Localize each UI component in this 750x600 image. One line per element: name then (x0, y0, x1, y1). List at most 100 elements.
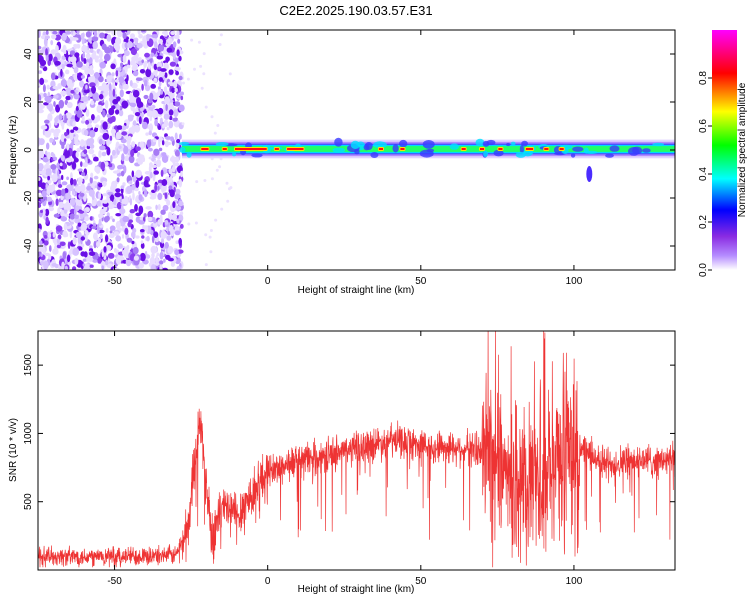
noise-speckle (98, 229, 105, 234)
noise-speckle (220, 207, 224, 211)
noise-speckle (105, 30, 112, 33)
noise-speckle (146, 33, 150, 42)
noise-speckle (91, 202, 97, 207)
noise-speckle (98, 218, 102, 226)
noise-speckle (154, 70, 158, 78)
noise-speckle (38, 94, 42, 102)
noise-speckle (179, 223, 184, 229)
noise-speckle (215, 168, 219, 172)
noise-speckle (153, 63, 158, 71)
noise-speckle (121, 131, 128, 136)
noise-speckle (115, 131, 122, 140)
noise-speckle (135, 179, 140, 188)
noise-speckle (38, 30, 41, 38)
noise-speckle (48, 103, 53, 112)
noise-speckle (140, 107, 144, 112)
noise-speckle (38, 182, 45, 188)
noise-speckle (71, 37, 79, 41)
noise-speckle (108, 233, 115, 239)
noise-speckle (181, 122, 185, 126)
noise-speckle (64, 114, 67, 123)
noise-speckle (151, 109, 159, 119)
noise-speckle (160, 68, 167, 72)
noise-speckle (75, 34, 82, 43)
noise-speckle (96, 104, 103, 114)
noise-speckle (91, 75, 96, 84)
noise-speckle (73, 94, 80, 100)
noise-speckle (102, 121, 108, 130)
colorbar: 0.0 0.2 0.4 0.6 0.8 Normalized spectral ampl… (698, 30, 748, 277)
snr-ylabel: SNR (10 * v/v) (8, 418, 19, 482)
noise-speckle (209, 229, 213, 232)
noise-speckle (147, 61, 151, 70)
noise-speckle (72, 266, 77, 270)
noise-speckle (91, 36, 99, 42)
noise-speckle (60, 79, 67, 87)
noise-speckle (160, 90, 163, 95)
noise-speckle (66, 184, 74, 190)
noise-speckle (166, 231, 171, 235)
noise-speckle (135, 235, 140, 239)
noise-speckle (77, 168, 83, 172)
noise-speckle (156, 55, 164, 60)
noise-speckle (161, 140, 165, 146)
noise-speckle (174, 149, 180, 157)
noise-speckle (148, 130, 152, 136)
noise-speckle (167, 246, 174, 254)
colorbar-tick-label: 0.8 (698, 71, 709, 85)
noise-speckle (45, 30, 49, 35)
noise-speckle (140, 242, 145, 249)
noise-speckle (57, 234, 62, 240)
noise-speckle (43, 247, 46, 256)
noise-speckle (169, 212, 173, 221)
noise-speckle (72, 237, 77, 245)
noise-speckle (146, 139, 152, 148)
band-blob (334, 137, 343, 147)
noise-speckle (48, 200, 53, 206)
noise-speckle (49, 137, 54, 143)
noise-speckle (110, 128, 116, 135)
noise-speckle (47, 175, 50, 181)
noise-speckle (99, 61, 106, 69)
band-blob (515, 151, 526, 158)
noise-speckle (226, 199, 230, 203)
noise-speckle (168, 168, 173, 175)
noise-speckle (113, 198, 117, 206)
noise-speckle (164, 62, 169, 70)
noise-speckle (130, 48, 137, 56)
noise-speckle (80, 236, 86, 241)
noise-speckle (120, 56, 124, 62)
noise-speckle (106, 138, 110, 147)
noise-speckle (166, 37, 173, 45)
band-blob (363, 144, 370, 151)
noise-speckle (74, 214, 79, 220)
noise-speckle (88, 189, 95, 197)
noise-speckle (132, 192, 135, 201)
noise-speckle (127, 114, 135, 119)
noise-speckle (59, 241, 66, 247)
noise-speckle (53, 156, 58, 161)
noise-speckle (89, 245, 93, 249)
noise-speckle (122, 198, 129, 205)
noise-speckle (107, 191, 114, 196)
noise-speckle (73, 44, 78, 48)
band-core-peak (461, 148, 466, 150)
band-core-peak (544, 148, 549, 150)
noise-speckle (193, 67, 196, 71)
noise-speckle (228, 72, 232, 76)
noise-speckle (166, 127, 170, 131)
noise-speckle (172, 51, 176, 60)
noise-speckle (80, 161, 83, 168)
band-blob (628, 147, 640, 156)
noise-speckle (49, 245, 52, 252)
spectrogram-frame (37, 29, 676, 271)
noise-speckle (132, 89, 140, 98)
noise-speckle (149, 195, 157, 200)
noise-speckle (44, 208, 50, 217)
noise-speckle (87, 124, 93, 129)
band-layer (181, 146, 675, 152)
noise-speckle (69, 197, 76, 206)
noise-speckle (172, 117, 178, 122)
noise-speckle (127, 135, 132, 142)
noise-speckle (129, 180, 133, 184)
